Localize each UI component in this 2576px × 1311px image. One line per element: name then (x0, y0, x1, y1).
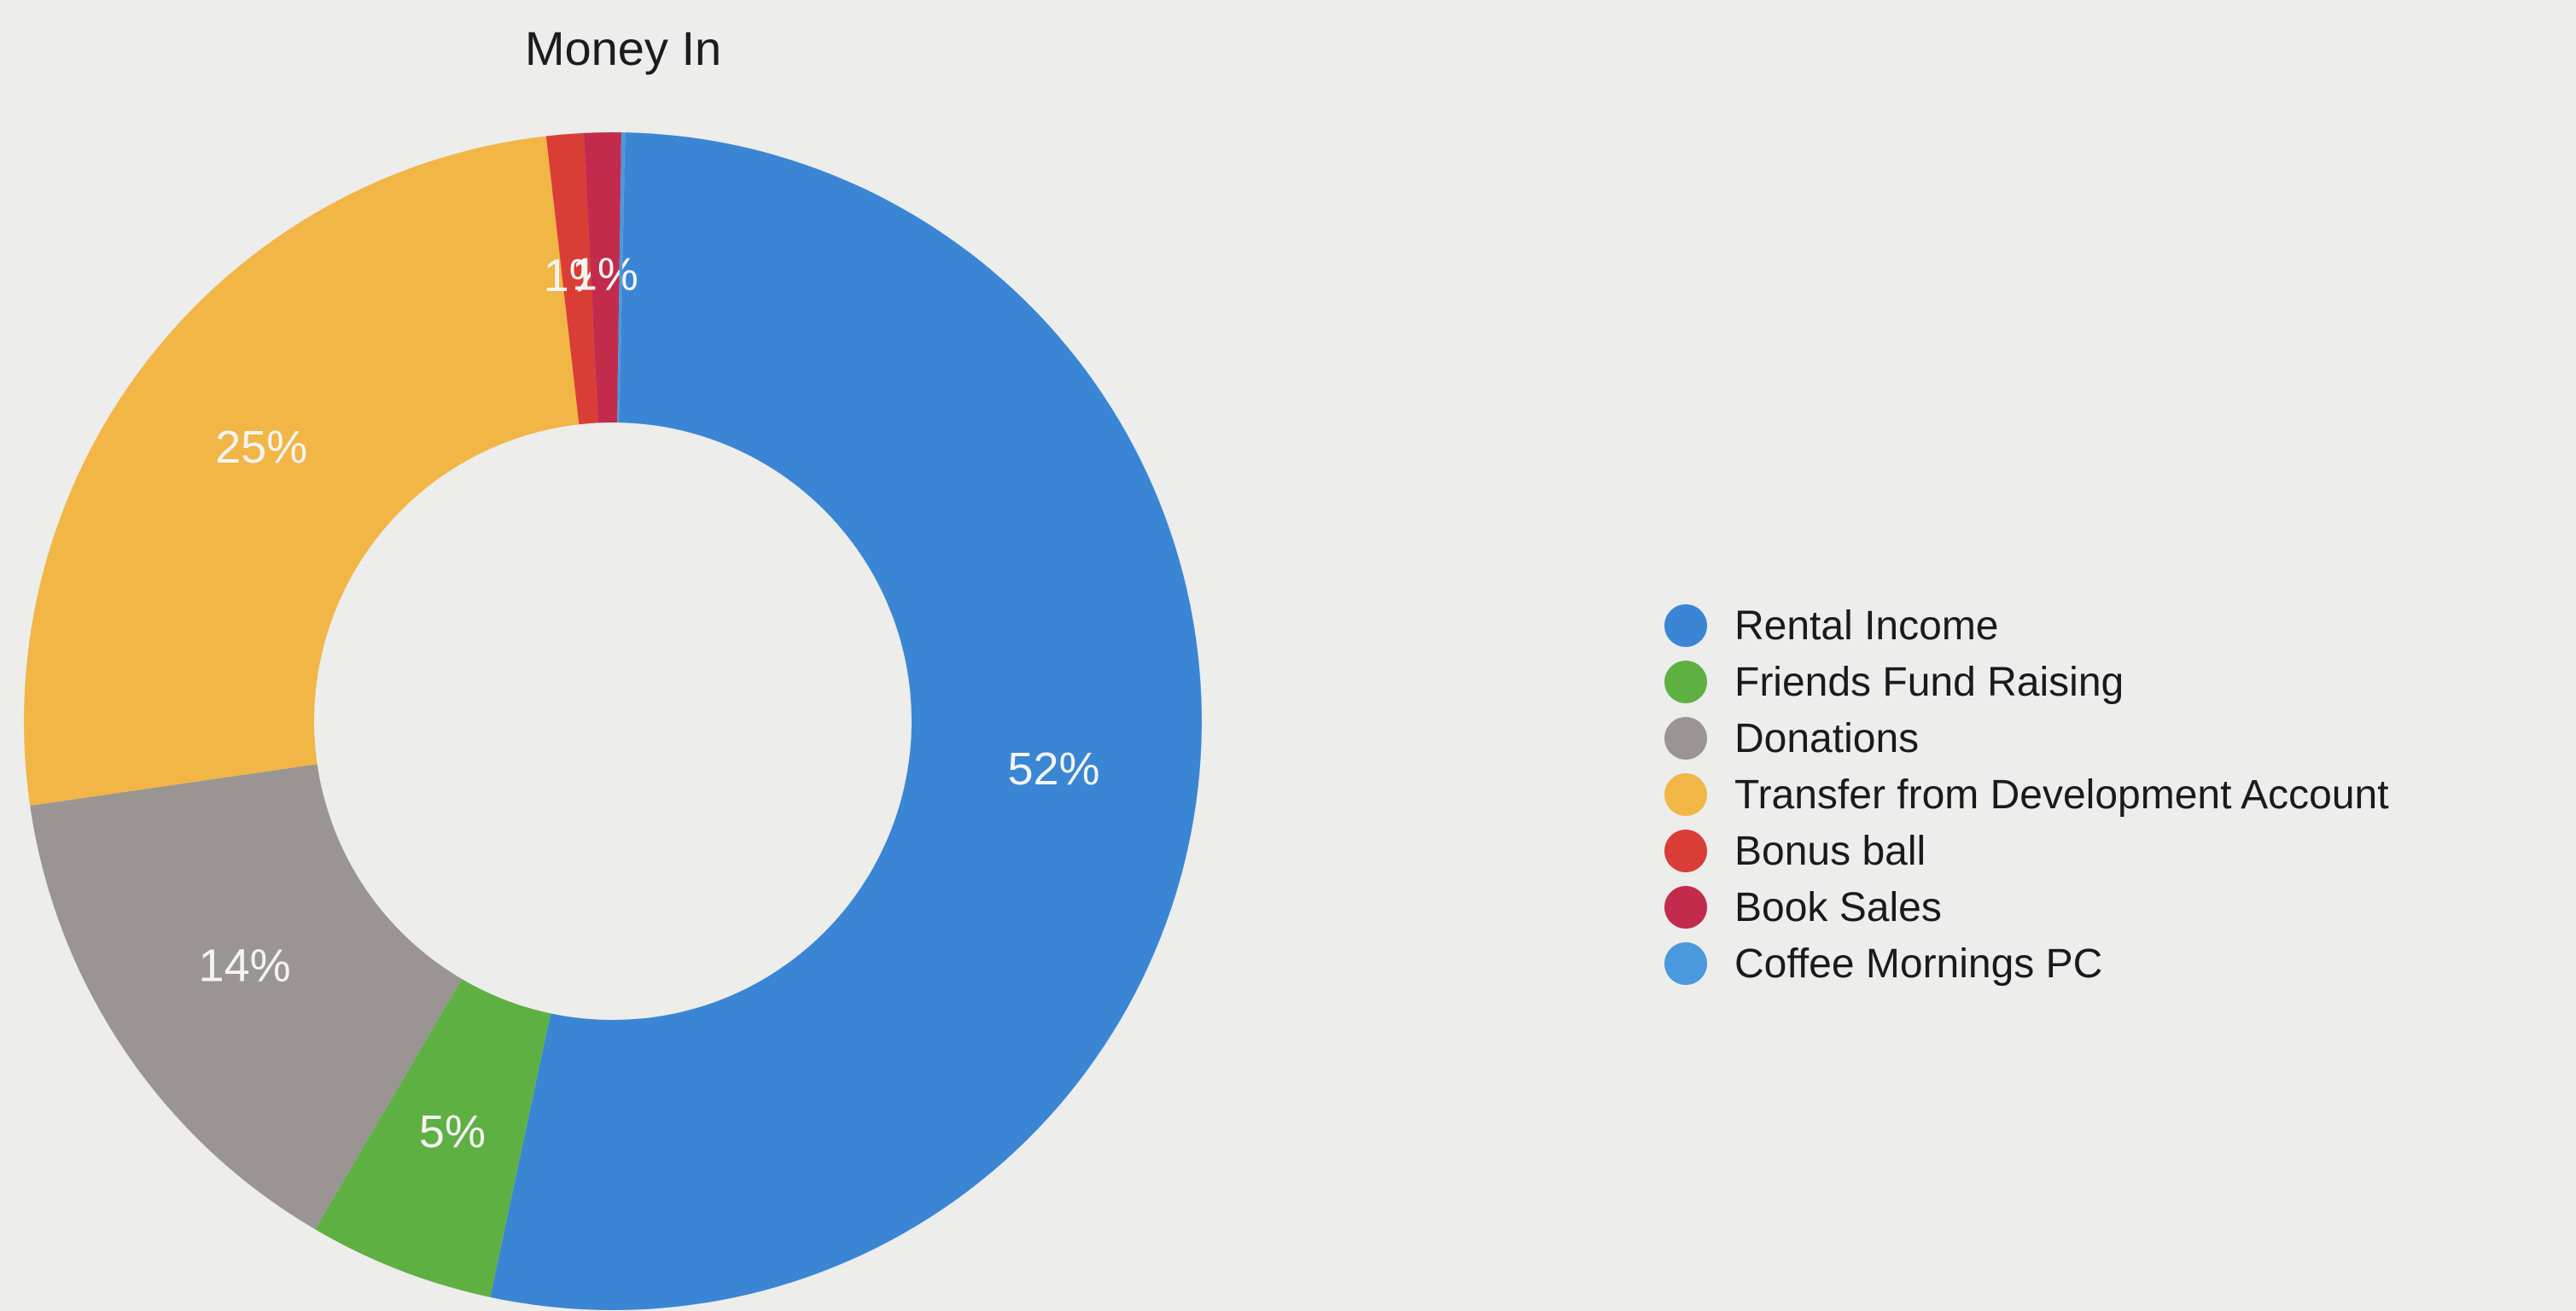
legend-label: Coffee Mornings PC (1734, 941, 2103, 987)
legend: Rental Income Friends Fund Raising Donat… (1664, 597, 2389, 992)
slice-label-transfer-from-development-account: 25% (215, 422, 307, 473)
slice-book-sales (583, 132, 622, 423)
legend-item-donations: Donations (1664, 710, 2389, 766)
legend-label: Donations (1734, 715, 1920, 761)
legend-swatch-transfer-from-development-account (1664, 773, 1707, 816)
legend-swatch-rental-income (1664, 604, 1707, 647)
legend-item-bonus-ball: Bonus ball (1664, 823, 2389, 879)
slice-coffee-mornings-pc (617, 132, 626, 423)
legend-item-coffee-mornings-pc: Coffee Mornings PC (1664, 935, 2389, 992)
legend-label: Transfer from Development Account (1734, 772, 2389, 818)
slice-friends-fund-raising (315, 978, 551, 1297)
legend-swatch-bonus-ball (1664, 830, 1707, 872)
slice-label-book-sales: 1% (572, 248, 638, 300)
legend-swatch-book-sales (1664, 886, 1707, 929)
slice-label-donations: 14% (199, 941, 291, 992)
slice-transfer-from-development-account (23, 136, 580, 807)
legend-label: Rental Income (1734, 603, 1999, 649)
slice-label-friends-fund-raising: 5% (419, 1106, 486, 1157)
legend-label: Bonus ball (1734, 828, 1926, 874)
legend-item-book-sales: Book Sales (1664, 879, 2389, 935)
legend-item-friends-fund-raising: Friends Fund Raising (1664, 654, 2389, 710)
legend-item-rental-income: Rental Income (1664, 597, 2389, 654)
legend-label: Friends Fund Raising (1734, 659, 2124, 705)
slice-bonus-ball (545, 132, 598, 425)
legend-item-transfer-from-development-account: Transfer from Development Account (1664, 766, 2389, 823)
legend-swatch-coffee-mornings-pc (1664, 942, 1707, 985)
slice-rental-income (490, 132, 1202, 1310)
legend-label: Book Sales (1734, 884, 1942, 930)
chart-title: Money In (524, 21, 722, 75)
slice-donations (30, 764, 463, 1230)
legend-swatch-friends-fund-raising (1664, 661, 1707, 703)
slice-label-rental-income: 52% (1007, 743, 1099, 795)
legend-swatch-donations (1664, 717, 1707, 760)
